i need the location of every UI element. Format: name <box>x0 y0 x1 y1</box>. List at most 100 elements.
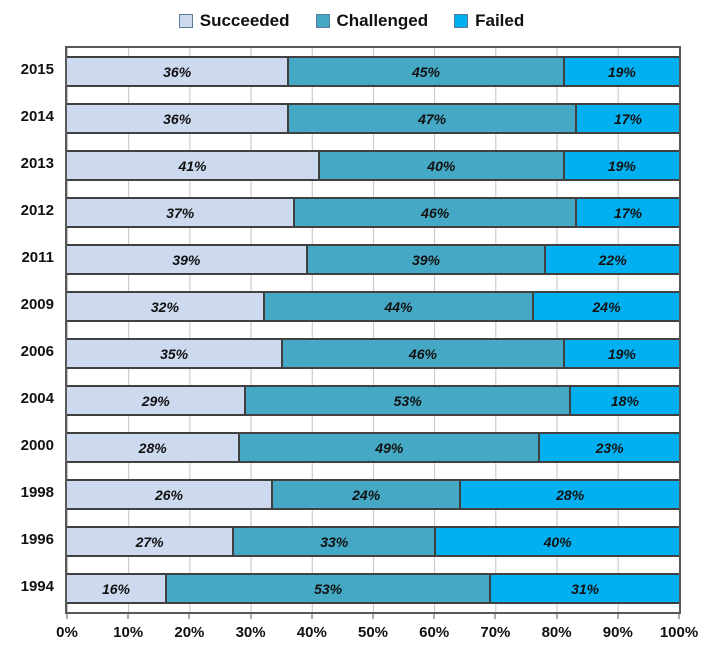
bar-segment-failed: 22% <box>544 246 679 273</box>
bar-segment-succeeded: 39% <box>67 246 306 273</box>
bar-segment-value: 35% <box>160 345 189 362</box>
bar-segment-succeeded: 36% <box>67 105 288 132</box>
bar-segment-succeeded: 41% <box>67 152 318 179</box>
bar-segment-challenged: 53% <box>244 387 569 414</box>
category-label: 2011 <box>21 249 54 266</box>
bar-segment-failed: 24% <box>532 293 679 320</box>
stacked-bar-row: 37% 46% 17% <box>67 197 679 228</box>
x-axis-tick-mark <box>678 614 680 619</box>
category-band: 26% 24% 28% <box>67 471 679 518</box>
bar-segment-value: 28% <box>556 486 585 503</box>
legend-label: Challenged <box>336 11 429 30</box>
bar-segment-challenged: 40% <box>317 152 563 179</box>
x-axis-tick-mark <box>556 614 558 619</box>
bar-segment-value: 49% <box>375 439 404 456</box>
bar-segment-challenged: 39% <box>305 246 545 273</box>
bar-segment-value: 27% <box>135 533 164 550</box>
stacked-bar-row: 27% 33% 40% <box>67 526 679 557</box>
bar-segment-challenged: 53% <box>164 575 490 602</box>
stacked-bar-row: 35% 46% 19% <box>67 338 679 369</box>
bar-segment-value: 33% <box>320 533 349 550</box>
stacked-bar-row: 36% 47% 17% <box>67 103 679 134</box>
bar-segment-value: 24% <box>352 486 381 503</box>
bar-segment-value: 22% <box>598 251 627 268</box>
category-band: 32% 44% 24% <box>67 283 679 330</box>
bar-segment-value: 36% <box>163 63 192 80</box>
bar-segment-value: 29% <box>141 392 170 409</box>
x-axis-tick-label: 0% <box>56 624 78 641</box>
bar-segment-value: 26% <box>154 486 184 503</box>
x-axis-tick-label: 100% <box>659 624 699 641</box>
bar-segment-value: 40% <box>427 157 456 174</box>
stacked-bar-row: 41% 40% 19% <box>67 150 679 181</box>
bar-segment-value: 47% <box>418 110 447 127</box>
category-label: 1996 <box>20 531 54 548</box>
category-band: 16% 53% 31% <box>67 565 679 612</box>
bar-segment-failed: 19% <box>562 152 679 179</box>
category-band: 27% 33% 40% <box>67 518 679 565</box>
bar-segment-challenged: 44% <box>262 293 533 320</box>
bar-segment-value: 53% <box>393 392 422 409</box>
bar-segment-failed: 17% <box>574 199 679 226</box>
category-label: 2014 <box>20 108 54 125</box>
bar-segment-succeeded: 36% <box>67 58 288 85</box>
x-axis-tick-mark <box>250 614 252 619</box>
category-label: 2004 <box>20 390 54 407</box>
bar-segment-value: 16% <box>101 580 130 597</box>
bar-segment-value: 17% <box>613 110 642 127</box>
bar-segment-value: 37% <box>166 204 195 221</box>
bar-segment-challenged: 46% <box>293 199 575 226</box>
x-axis-tick-label: 40% <box>296 624 327 641</box>
bar-segment-value: 46% <box>408 345 437 362</box>
bar-segment-value: 32% <box>150 298 179 315</box>
bar-segment-value: 18% <box>610 392 639 409</box>
bar-segment-value: 36% <box>163 110 192 127</box>
x-axis-tick-label: 10% <box>113 624 144 641</box>
bar-segment-value: 40% <box>543 533 572 550</box>
bar-segment-succeeded: 26% <box>67 481 271 508</box>
bar-segment-challenged: 45% <box>287 58 563 85</box>
category-band: 35% 46% 19% <box>67 330 679 377</box>
bar-segment-failed: 18% <box>568 387 679 414</box>
bar-segment-value: 17% <box>613 204 642 221</box>
plot-area: 36% 45% 19% 36% 47% 17% 41% 40% 19% 37% 46% 17% 39% 3… <box>65 46 681 614</box>
x-axis-tick-mark <box>372 614 374 619</box>
bar-segment-succeeded: 29% <box>67 387 245 414</box>
legend-swatch-icon <box>178 14 193 28</box>
category-label: 2000 <box>20 437 54 454</box>
bar-segment-value: 19% <box>607 63 636 80</box>
category-band: 28% 49% 23% <box>67 424 679 471</box>
x-axis-tick-label: 80% <box>541 624 572 641</box>
x-axis-tick-label: 60% <box>419 624 450 641</box>
bar-segment-challenged: 46% <box>281 340 563 367</box>
stacked-bar-row: 32% 44% 24% <box>67 291 679 322</box>
x-axis-tick-label: 50% <box>357 624 389 641</box>
category-label: 2009 <box>20 296 54 313</box>
stacked-bar-row: 29% 53% 18% <box>67 385 679 416</box>
category-label: 1994 <box>20 578 54 595</box>
legend-item-challenged: Challenged <box>315 11 429 31</box>
category-label: 2006 <box>20 343 54 360</box>
stacked-bar-row: 36% 45% 19% <box>67 56 679 87</box>
stacked-bar-row: 16% 53% 31% <box>67 573 679 604</box>
legend-swatch-icon <box>315 14 330 28</box>
bar-segment-succeeded: 27% <box>67 528 233 555</box>
bar-segment-challenged: 24% <box>271 481 460 508</box>
x-axis-tick-label: 70% <box>480 624 511 641</box>
category-label: 2012 <box>20 202 54 219</box>
bar-segment-value: 39% <box>411 251 441 268</box>
category-band: 37% 46% 17% <box>67 189 679 236</box>
stacked-bar-chart: 2015 2014 2013 2012 2011 2009 2006 2004 2000 1998… <box>0 46 703 614</box>
x-axis-tick-mark <box>311 614 313 619</box>
legend-label: Succeeded <box>199 11 290 30</box>
bar-segment-failed: 17% <box>574 105 679 132</box>
bar-segment-failed: 28% <box>459 481 679 508</box>
bar-segment-value: 23% <box>595 439 624 456</box>
bar-segment-value: 46% <box>421 204 450 221</box>
bar-segment-succeeded: 16% <box>67 575 165 602</box>
bar-segment-challenged: 47% <box>287 105 575 132</box>
bar-segment-failed: 19% <box>562 58 679 85</box>
bar-segment-value: 24% <box>592 298 621 315</box>
x-axis-tick-mark <box>494 614 496 619</box>
bar-segment-value: 19% <box>607 157 636 174</box>
